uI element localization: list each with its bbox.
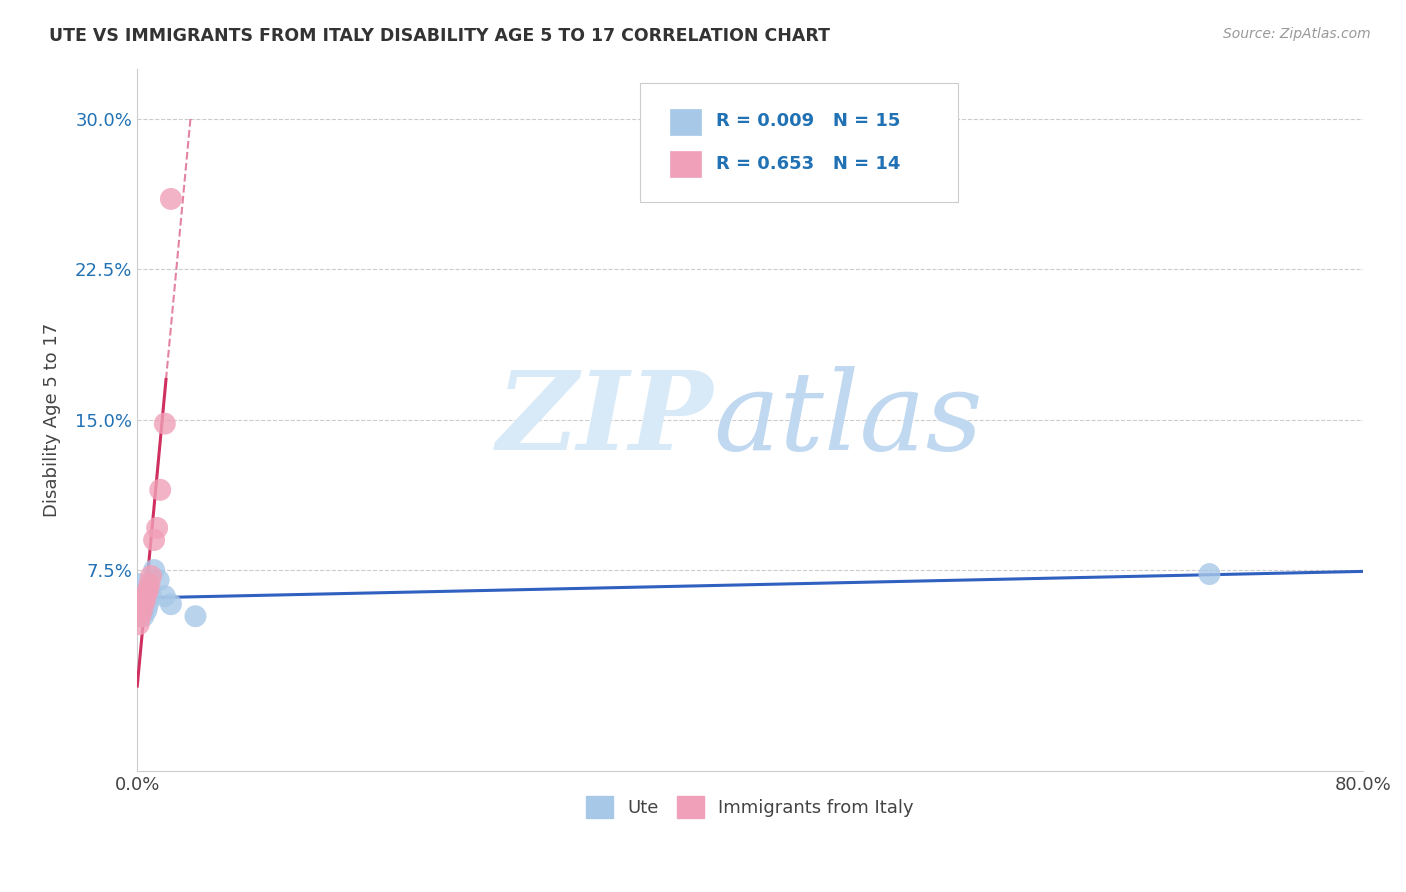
Point (136, 597, 159, 611)
Text: R = 0.009   N = 15: R = 0.009 N = 15 (716, 112, 900, 130)
Text: atlas: atlas (713, 366, 983, 474)
Point (135, 587, 157, 601)
FancyBboxPatch shape (640, 83, 959, 202)
Point (1198, 567, 1220, 582)
Point (143, 533, 166, 547)
Point (129, 587, 152, 601)
Text: Source: ZipAtlas.com: Source: ZipAtlas.com (1223, 27, 1371, 41)
Point (135, 603, 157, 617)
Point (160, 597, 183, 611)
Legend: Ute, Immigrants from Italy: Ute, Immigrants from Italy (579, 789, 921, 825)
Bar (671, 151, 702, 178)
Point (128, 617, 150, 632)
Point (153, 589, 176, 603)
Point (131, 599, 153, 614)
Point (139, 569, 162, 583)
Point (160, 192, 183, 206)
Y-axis label: Disability Age 5 to 17: Disability Age 5 to 17 (44, 323, 60, 516)
Point (143, 563, 166, 577)
Bar (671, 109, 702, 136)
Text: R = 0.653   N = 14: R = 0.653 N = 14 (716, 155, 900, 173)
Point (128, 577, 150, 591)
Text: ZIP: ZIP (496, 366, 713, 474)
Point (129, 609, 152, 624)
Point (148, 573, 170, 587)
Point (149, 483, 172, 497)
Text: UTE VS IMMIGRANTS FROM ITALY DISABILITY AGE 5 TO 17 CORRELATION CHART: UTE VS IMMIGRANTS FROM ITALY DISABILITY … (49, 27, 830, 45)
Point (134, 593, 156, 607)
Point (131, 603, 153, 617)
Point (138, 577, 160, 591)
Point (184, 609, 207, 624)
Point (132, 597, 155, 611)
Point (139, 589, 162, 603)
Point (146, 521, 169, 535)
Point (132, 609, 155, 624)
Point (153, 417, 176, 431)
Point (134, 593, 156, 607)
Point (138, 583, 160, 598)
Point (136, 583, 159, 598)
